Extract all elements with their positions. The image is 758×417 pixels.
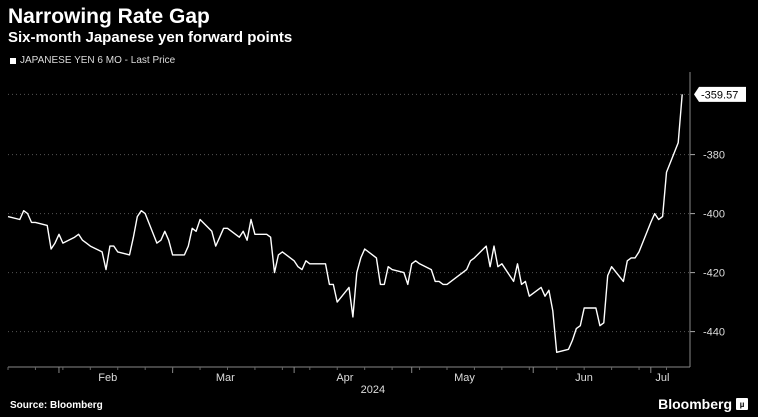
- chart-title: Narrowing Rate Gap: [8, 5, 210, 28]
- last-value-label: -359.57: [701, 89, 738, 101]
- x-tick-label: Feb: [98, 372, 117, 384]
- y-tick-label: -400: [703, 209, 725, 221]
- brand-badge-icon: µ: [736, 398, 748, 410]
- series-line: [7, 94, 683, 353]
- x-tick-label: Apr: [336, 372, 353, 384]
- y-tick-label: -420: [703, 268, 725, 280]
- source-note: Source: Bloomberg: [10, 400, 103, 411]
- legend-label: JAPANESE YEN 6 MO - Last Price: [20, 55, 176, 66]
- x-tick-label: Jun: [575, 372, 593, 384]
- chart-subtitle: Six-month Japanese yen forward points: [8, 29, 293, 46]
- brand-name: Bloomberg: [658, 396, 732, 412]
- y-tick-label: -380: [703, 150, 725, 162]
- y-tick-label: -440: [703, 327, 725, 339]
- legend: JAPANESE YEN 6 MO - Last Price: [10, 55, 175, 66]
- x-tick-label: Jul: [655, 372, 669, 384]
- brand-logo: Bloomberg µ: [658, 396, 748, 412]
- last-value-badge: [694, 86, 746, 102]
- x-tick-label: May: [454, 372, 475, 384]
- year-label: 2024: [361, 384, 385, 396]
- x-tick-label: Mar: [216, 372, 235, 384]
- legend-swatch: [10, 57, 16, 64]
